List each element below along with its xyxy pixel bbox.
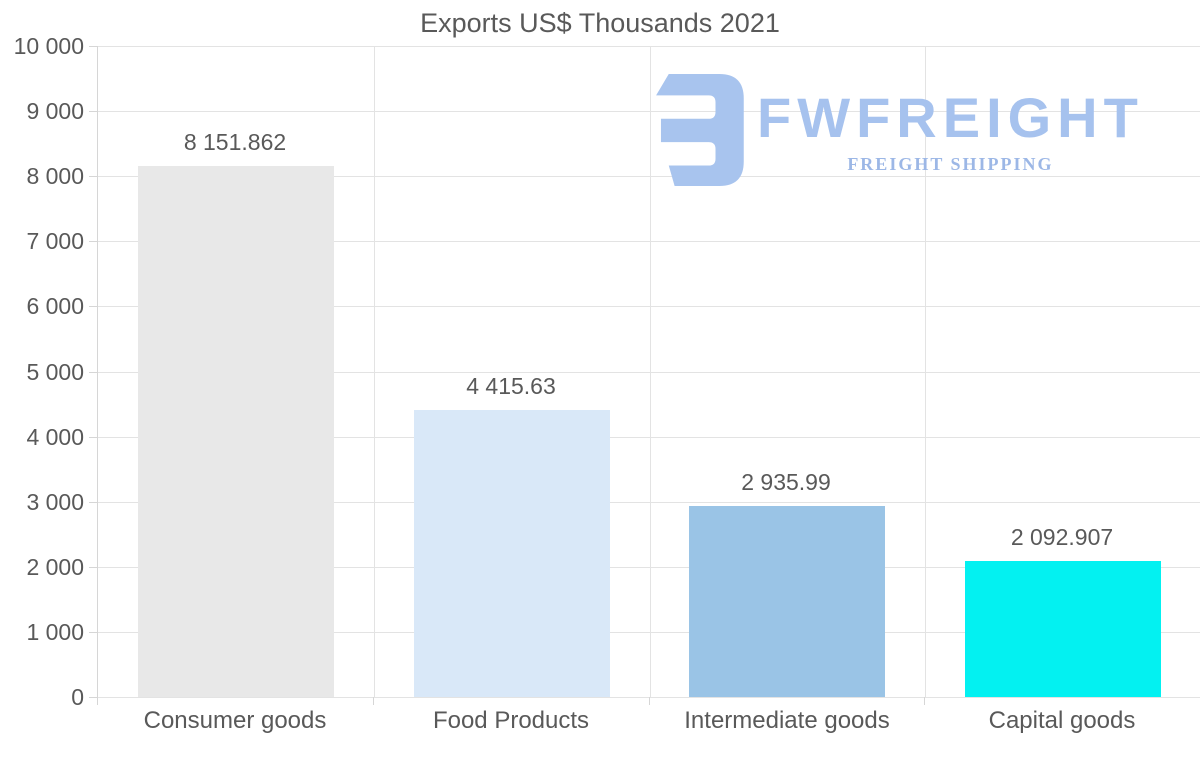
y-tick-label-1000: 1 000	[26, 619, 84, 645]
category-separator-2	[650, 46, 651, 697]
bar-consumer-goods	[138, 166, 334, 697]
x-tick-0	[97, 697, 98, 705]
gridline-5000	[98, 372, 1200, 373]
gridline-3000	[98, 502, 1200, 503]
gridline-9000	[98, 111, 1200, 112]
category-label-intermediate-goods: Intermediate goods	[684, 707, 890, 734]
value-label-intermediate-goods: 2 935.99	[741, 469, 831, 495]
fwfreight-logo: FWFREIGHT FREIGHT SHIPPING	[647, 72, 1152, 192]
bar-intermediate-goods	[689, 506, 885, 697]
fwfreight-logo-icon	[656, 74, 744, 186]
logo-wordmark: FWFREIGHT	[757, 86, 1144, 149]
y-tick-label-7000: 7 000	[26, 228, 84, 254]
y-tick-mark-4000	[89, 437, 97, 438]
y-tick-mark-7000	[89, 241, 97, 242]
y-tick-label-6000: 6 000	[26, 293, 84, 319]
value-label-consumer-goods: 8 151.862	[183, 129, 287, 155]
y-tick-label-8000: 8 000	[26, 163, 84, 189]
y-tick-label-10000: 10 000	[13, 33, 84, 59]
y-tick-mark-10000	[89, 46, 97, 47]
y-tick-label-0: 0	[71, 684, 84, 710]
y-tick-mark-3000	[89, 502, 97, 503]
y-tick-label-4000: 4 000	[26, 424, 84, 450]
gridline-1000	[98, 632, 1200, 633]
y-tick-label-9000: 9 000	[26, 98, 84, 124]
y-tick-label-3000: 3 000	[26, 489, 84, 515]
y-tick-mark-5000	[89, 372, 97, 373]
gridline-4000	[98, 437, 1200, 438]
y-tick-mark-0	[89, 697, 97, 698]
y-tick-mark-9000	[89, 111, 97, 112]
gridline-6000	[98, 306, 1200, 307]
y-tick-mark-8000	[89, 176, 97, 177]
x-tick-3	[924, 697, 925, 705]
y-tick-mark-6000	[89, 306, 97, 307]
category-label-capital-goods: Capital goods	[988, 707, 1136, 734]
gridline-10000	[98, 46, 1200, 47]
y-tick-mark-2000	[89, 567, 97, 568]
gridline-7000	[98, 241, 1200, 242]
y-tick-label-2000: 2 000	[26, 554, 84, 580]
logo-text-block: FWFREIGHT FREIGHT SHIPPING	[757, 72, 1144, 175]
category-separator-1	[374, 46, 375, 697]
logo-tagline: FREIGHT SHIPPING	[847, 154, 1054, 174]
gridline-8000	[98, 176, 1200, 177]
value-label-food-products: 4 415.63	[466, 373, 556, 399]
chart-title: Exports US$ Thousands 2021	[420, 8, 780, 38]
category-label-food-products: Food Products	[432, 707, 590, 734]
category-label-consumer-goods: Consumer goods	[143, 707, 327, 734]
bar-food-products	[414, 410, 610, 697]
gridline-2000	[98, 567, 1200, 568]
x-tick-2	[649, 697, 650, 705]
plot-area	[97, 46, 1200, 698]
x-tick-1	[373, 697, 374, 705]
value-label-capital-goods: 2 092.907	[1010, 524, 1114, 550]
y-tick-mark-1000	[89, 632, 97, 633]
category-separator-3	[925, 46, 926, 697]
bar-capital-goods	[965, 561, 1161, 697]
y-tick-label-5000: 5 000	[26, 359, 84, 385]
